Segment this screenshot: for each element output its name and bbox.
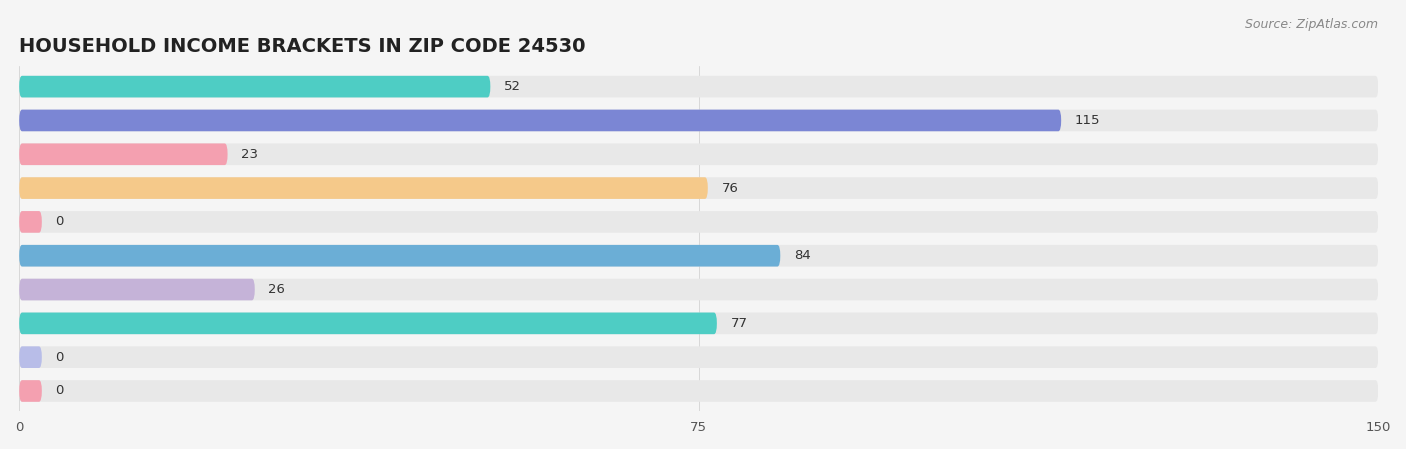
FancyBboxPatch shape <box>20 279 1378 300</box>
FancyBboxPatch shape <box>20 313 717 334</box>
FancyBboxPatch shape <box>20 245 1378 267</box>
Text: 0: 0 <box>55 384 63 397</box>
FancyBboxPatch shape <box>20 110 1378 131</box>
FancyBboxPatch shape <box>20 346 42 368</box>
FancyBboxPatch shape <box>20 177 707 199</box>
Text: Source: ZipAtlas.com: Source: ZipAtlas.com <box>1244 18 1378 31</box>
FancyBboxPatch shape <box>20 110 1062 131</box>
Text: 76: 76 <box>721 181 738 194</box>
FancyBboxPatch shape <box>20 313 1378 334</box>
FancyBboxPatch shape <box>20 346 1378 368</box>
Text: HOUSEHOLD INCOME BRACKETS IN ZIP CODE 24530: HOUSEHOLD INCOME BRACKETS IN ZIP CODE 24… <box>20 37 586 57</box>
FancyBboxPatch shape <box>20 143 1378 165</box>
Text: 77: 77 <box>731 317 748 330</box>
FancyBboxPatch shape <box>20 279 254 300</box>
Text: 52: 52 <box>503 80 522 93</box>
Text: 115: 115 <box>1074 114 1101 127</box>
FancyBboxPatch shape <box>20 143 228 165</box>
FancyBboxPatch shape <box>20 177 1378 199</box>
Text: 0: 0 <box>55 351 63 364</box>
FancyBboxPatch shape <box>20 76 491 97</box>
FancyBboxPatch shape <box>20 380 42 402</box>
FancyBboxPatch shape <box>20 211 1378 233</box>
Text: 23: 23 <box>242 148 259 161</box>
FancyBboxPatch shape <box>20 245 780 267</box>
FancyBboxPatch shape <box>20 76 1378 97</box>
Text: 0: 0 <box>55 216 63 229</box>
Text: 84: 84 <box>794 249 811 262</box>
FancyBboxPatch shape <box>20 211 42 233</box>
Text: 26: 26 <box>269 283 285 296</box>
FancyBboxPatch shape <box>20 380 1378 402</box>
